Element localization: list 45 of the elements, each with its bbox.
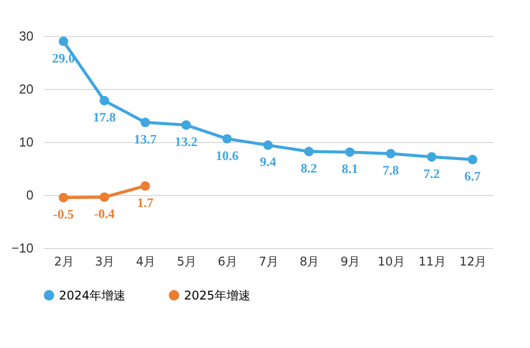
y-tick-label: 20 [19,82,34,96]
data-label: 7.2 [424,166,440,181]
data-label: 17.8 [92,110,116,125]
x-tick-label: 10月 [378,254,405,268]
y-tick-label: −10 [11,240,34,256]
point [468,154,478,164]
data-label: 9.4 [260,154,277,170]
point [426,152,436,162]
point [58,192,68,202]
data-label: -0.5 [53,206,74,222]
y-tick-label: 10 [19,134,34,150]
legend-label: 2025年增速 [184,288,251,302]
x-tick-label: 2月 [54,254,74,268]
data-label: 6.7 [464,168,482,184]
x-tick-label: 12月 [459,254,487,268]
x-tick-label: 6月 [218,254,238,268]
data-label: 1.7 [137,194,154,210]
x-tick-label: 7月 [258,254,278,268]
data-label: 10.6 [216,148,239,163]
point [345,147,355,157]
data-label: 7.8 [382,162,400,178]
point [58,36,68,46]
point [222,134,232,144]
x-tick-label: 9月 [340,254,360,268]
x-tick-label: 4月 [136,254,156,268]
point [140,181,150,191]
data-label: -0.4 [94,206,116,222]
point [100,96,110,106]
point [304,146,314,156]
x-tick-label: 3月 [95,254,115,268]
data-label: 8.2 [300,160,318,176]
x-tick-label: 11月 [418,254,446,268]
y-tick-label: 0 [26,188,34,202]
point [386,148,396,158]
data-label: 13.2 [174,134,198,150]
point [100,192,110,202]
point [181,120,191,130]
x-tick-label: 8月 [300,254,320,268]
y-tick-label: 30 [19,28,34,44]
x-tick-label: 5月 [176,254,196,268]
data-label: 13.7 [134,131,158,146]
point [263,140,273,150]
data-label: 8.1 [342,161,358,176]
point [140,118,150,128]
legend-label: 2024年增速 [59,288,126,302]
